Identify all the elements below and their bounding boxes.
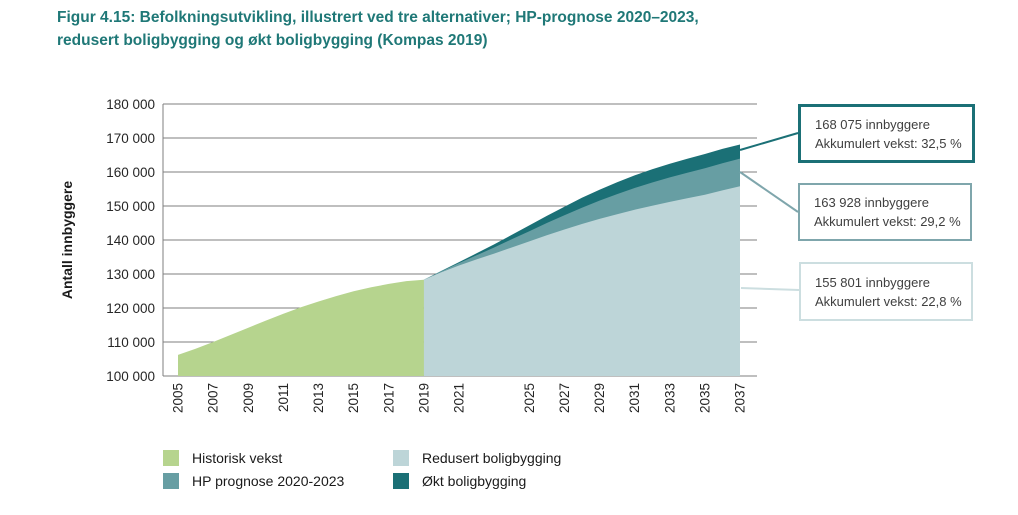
legend-label: Økt boligbygging xyxy=(422,473,527,489)
y-tick-label: 120 000 xyxy=(106,301,155,316)
y-tick-label: 180 000 xyxy=(106,97,155,112)
x-tick-label: 2021 xyxy=(452,383,467,413)
legend-swatch-icon xyxy=(393,473,409,489)
x-tick-label: 2017 xyxy=(381,383,396,413)
x-tick-label: 2009 xyxy=(241,383,256,413)
chart-legend: Historisk vekst HP prognose 2020-2023 Re… xyxy=(163,447,561,492)
y-tick-label: 110 000 xyxy=(107,335,155,350)
callout-value: 163 928 innbyggere xyxy=(814,195,929,210)
legend-label: HP prognose 2020-2023 xyxy=(192,473,345,489)
x-tick-label: 2007 xyxy=(206,383,221,413)
x-tick-label: 2025 xyxy=(522,383,537,413)
callout-growth: Akkumulert vekst: 29,2 % xyxy=(814,214,961,229)
callout-value: 168 075 innbyggere xyxy=(815,116,930,132)
legend-label: Redusert boligbygging xyxy=(422,450,562,466)
leader-line-2 xyxy=(739,171,799,213)
legend-swatch-icon xyxy=(163,450,179,466)
legend-item-okt-boligbygging: Økt boligbygging xyxy=(393,470,561,492)
legend-item-historisk-vekst: Historisk vekst xyxy=(163,447,393,469)
figure-title: Figur 4.15: Befolkningsutvikling, illust… xyxy=(57,6,987,52)
y-tick-label: 130 000 xyxy=(106,267,155,282)
x-tick-label: 2033 xyxy=(662,383,677,413)
x-tick-label: 2029 xyxy=(592,383,607,413)
x-tick-label: 2011 xyxy=(276,383,291,412)
x-tick-label: 2005 xyxy=(171,383,186,413)
callout-redusert-boligbygging: 155 801 innbyggere Akkumulert vekst: 22,… xyxy=(799,262,973,321)
y-tick-label: 150 000 xyxy=(106,199,155,214)
legend-label: Historisk vekst xyxy=(192,450,283,466)
figure-title-line2: redusert boligbygging og økt boligbyggin… xyxy=(57,32,488,49)
x-tick-label: 2013 xyxy=(311,383,326,413)
y-tick-label: 140 000 xyxy=(106,233,155,248)
y-tick-label: 170 000 xyxy=(106,131,155,146)
leader-line-3 xyxy=(740,287,800,291)
figure-title-line1: Figur 4.15: Befolkningsutvikling, illust… xyxy=(57,9,699,26)
legend-swatch-icon xyxy=(393,450,409,466)
callout-growth: Akkumulert vekst: 22,8 % xyxy=(815,293,962,309)
x-tick-label: 2035 xyxy=(697,383,712,413)
x-tick-label: 2037 xyxy=(733,383,748,413)
area-historisk xyxy=(178,279,424,376)
x-tick-label: 2019 xyxy=(416,383,431,413)
area-redusert xyxy=(423,186,740,376)
y-tick-label: 160 000 xyxy=(106,165,155,180)
y-axis-title: Antall innbyggere xyxy=(59,181,75,299)
callout-growth: Akkumulert vekst: 32,5 % xyxy=(815,135,962,151)
x-tick-label: 2031 xyxy=(627,383,642,413)
legend-swatch-icon xyxy=(163,473,179,489)
x-tick-label: 2015 xyxy=(346,383,361,413)
legend-item-hp-prognose: HP prognose 2020-2023 xyxy=(163,470,393,492)
x-tick-label: 2027 xyxy=(557,383,572,413)
leader-line-1 xyxy=(739,132,799,151)
callout-okt-boligbygging: 168 075 innbyggere Akkumulert vekst: 32,… xyxy=(798,104,975,163)
callout-hp-prognose: 163 928 innbyggere Akkumulert vekst: 29,… xyxy=(798,183,972,241)
callout-value: 155 801 innbyggere xyxy=(815,274,930,290)
legend-item-redusert-boligbygging: Redusert boligbygging xyxy=(393,447,561,469)
y-tick-label: 100 000 xyxy=(106,369,155,384)
